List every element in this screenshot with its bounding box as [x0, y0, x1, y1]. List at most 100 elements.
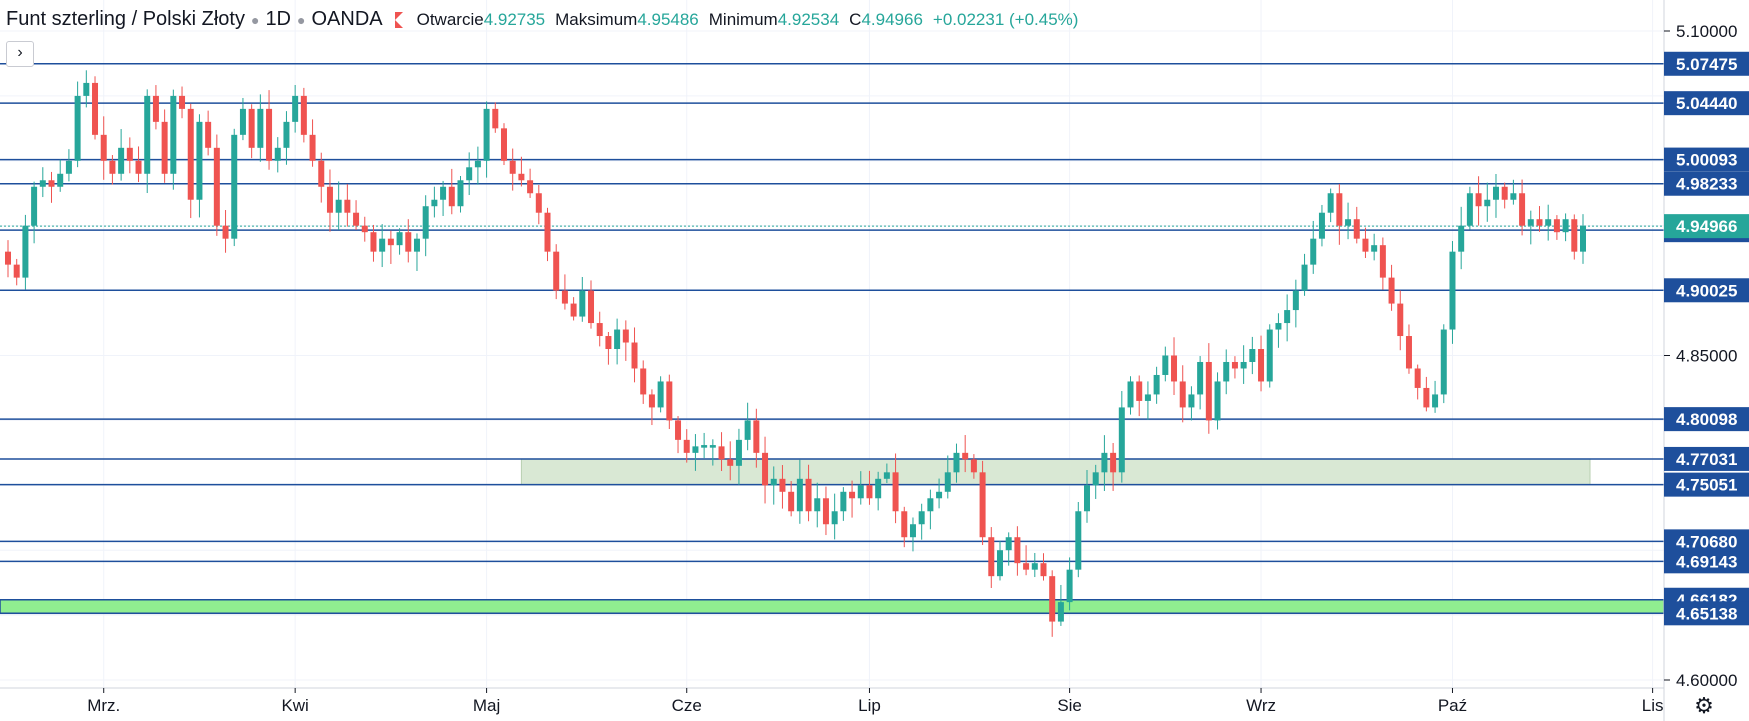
candle-body — [274, 147, 281, 161]
candle-body — [135, 160, 142, 174]
candle-body — [909, 524, 916, 538]
candle-body — [39, 180, 46, 187]
candle-body — [1197, 361, 1204, 395]
candle-body — [361, 225, 368, 233]
close-value: 4.94966 — [861, 9, 923, 29]
candle-body — [1179, 381, 1186, 408]
candle-body — [648, 394, 655, 408]
candle-body — [527, 180, 534, 194]
level-label-box — [1664, 446, 1749, 471]
candle-body — [518, 173, 525, 181]
candle-body — [1205, 361, 1212, 421]
candle-body — [1301, 264, 1308, 291]
candle-body — [753, 420, 760, 453]
candle-body — [849, 491, 856, 499]
candle-body — [500, 128, 507, 161]
candle-body — [988, 537, 995, 577]
candle-body — [796, 478, 803, 512]
level-label: 4.98233 — [1676, 175, 1737, 194]
candle-body — [927, 498, 934, 512]
level-label: 5.07475 — [1676, 55, 1737, 74]
candle-body — [1275, 323, 1282, 330]
candle-body — [875, 478, 882, 499]
candle-body — [5, 251, 11, 265]
low-label: Minimum — [708, 9, 778, 29]
candle-body — [1214, 381, 1221, 421]
candle-body — [918, 511, 925, 525]
candle-body — [196, 121, 203, 200]
zones — [0, 458, 1665, 615]
candle-body — [1379, 245, 1386, 278]
collapse-button[interactable]: › — [6, 41, 34, 67]
close-label: C — [849, 9, 862, 29]
candle-body — [144, 95, 151, 174]
candle-body — [92, 82, 99, 135]
candle-body — [1371, 245, 1378, 252]
low-value: 4.92534 — [777, 9, 840, 29]
candle-body — [448, 186, 455, 207]
candle-body — [466, 167, 473, 181]
chevron-right-icon: › — [17, 44, 23, 61]
candle-body — [161, 121, 168, 174]
x-tick-label: Kwi — [281, 696, 308, 715]
candle-body — [675, 420, 682, 440]
candle-body — [1327, 193, 1334, 213]
candle-body — [1084, 485, 1091, 512]
candle-body — [48, 180, 55, 187]
candle-body — [83, 82, 90, 96]
candle-body — [857, 485, 864, 499]
candle-body — [1423, 387, 1430, 408]
candle-body — [883, 472, 890, 479]
candle-body — [353, 212, 360, 226]
candle-body — [170, 95, 177, 174]
settings-button[interactable]: ⚙ — [1692, 694, 1716, 718]
candle-body — [631, 342, 638, 369]
candle-body — [422, 206, 429, 239]
candle-body — [1136, 381, 1143, 401]
candle-body — [701, 445, 708, 448]
candle-body — [1510, 193, 1517, 200]
level-label-box — [1664, 472, 1749, 497]
candle-body — [1127, 381, 1134, 408]
open-value: 4.92735 — [483, 9, 546, 29]
interval-label[interactable]: 1D — [265, 8, 292, 30]
candle-body — [1553, 219, 1560, 233]
resistance-zone — [520, 458, 1591, 486]
candle-body — [814, 498, 821, 512]
candle-body — [1519, 193, 1526, 226]
candle-body — [901, 511, 908, 538]
candle-body — [13, 264, 20, 278]
x-tick-label: Cze — [672, 696, 702, 715]
candle-body — [1397, 303, 1404, 337]
symbol-name[interactable]: Funt szterling / Polski Złoty — [6, 8, 245, 30]
candle-body — [1066, 569, 1073, 603]
candle-body — [1110, 452, 1117, 473]
candle-body — [1101, 452, 1108, 473]
candle-body — [936, 491, 943, 499]
open-label: Otwarcie — [416, 9, 484, 29]
candle-body — [1466, 193, 1473, 226]
candle-body — [65, 160, 72, 174]
candle-body — [239, 108, 246, 135]
level-label: 5.00093 — [1676, 151, 1737, 170]
flag-icon[interactable] — [394, 11, 403, 28]
level-label-box — [1664, 278, 1749, 303]
candle-body — [1545, 219, 1552, 226]
level-label-box — [1664, 51, 1749, 76]
candle-body — [579, 290, 586, 317]
x-tick-label: Wrz — [1246, 696, 1276, 715]
candle-body — [179, 95, 186, 109]
level-label-box — [1664, 601, 1749, 626]
candle-body — [535, 193, 542, 213]
candle-body — [553, 251, 560, 291]
candle-body — [326, 186, 333, 213]
candle-body — [1258, 349, 1265, 382]
candle-body — [100, 134, 107, 161]
candle-body — [318, 160, 325, 187]
y-tick-label: 4.60000 — [1676, 671, 1737, 690]
candle-body — [953, 452, 960, 473]
level-label-box — [1664, 171, 1749, 196]
candle-body — [779, 478, 786, 492]
